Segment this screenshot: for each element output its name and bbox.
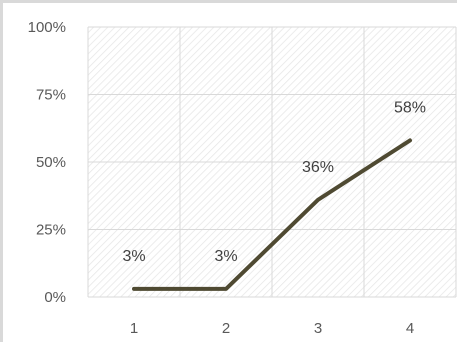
y-tick-label: 75% (36, 87, 66, 104)
data-label: 36% (302, 159, 334, 176)
series-layer (132, 138, 412, 291)
y-tick-label: 50% (36, 154, 66, 171)
data-labels: 3% 3% 36% 58% (122, 99, 426, 265)
x-tick-label: 3 (314, 320, 322, 337)
data-label: 58% (394, 99, 426, 116)
y-tick-label: 100% (28, 19, 66, 36)
y-tick-label: 25% (36, 222, 66, 239)
x-axis-ticks: 1 2 3 4 (130, 320, 414, 337)
data-label: 3% (122, 248, 145, 265)
gridlines (87, 26, 457, 298)
data-label: 3% (214, 248, 237, 265)
x-tick-label: 1 (130, 320, 138, 337)
x-tick-label: 4 (406, 320, 414, 337)
y-tick-label: 0% (44, 289, 66, 306)
x-tick-label: 2 (222, 320, 230, 337)
y-axis-ticks: 0% 25% 50% 75% 100% (28, 19, 66, 306)
series-line (132, 138, 412, 291)
